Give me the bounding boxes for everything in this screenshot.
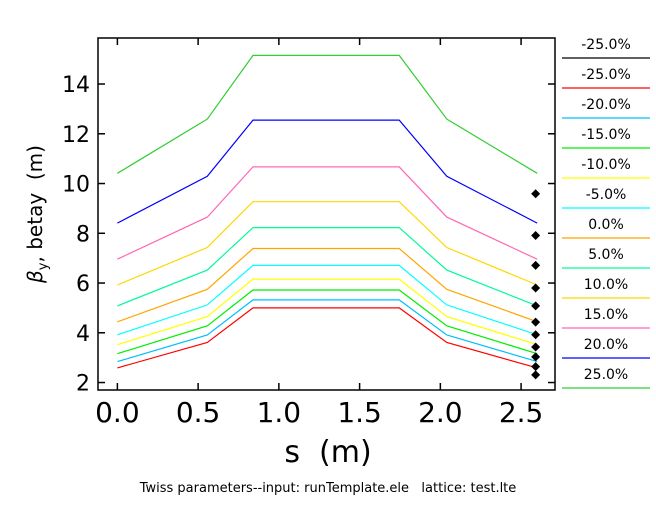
- legend-label: -5.0%: [586, 187, 627, 203]
- y-tick-label: 12: [62, 123, 90, 148]
- series-line: [117, 264, 538, 336]
- legend-label: -10.0%: [581, 157, 631, 173]
- legend-label: -25.0%: [581, 37, 631, 53]
- y-axis-label: βy, betay (m): [23, 145, 51, 284]
- x-tick-label: 2.0: [418, 396, 463, 429]
- x-tick-label: 2.5: [499, 396, 544, 429]
- series-line: [117, 201, 538, 286]
- y-axis-label-symbol: β: [23, 270, 47, 284]
- y-tick-label: 10: [62, 173, 90, 198]
- marker-diamond: [531, 370, 541, 380]
- legend-label: -25.0%: [581, 67, 631, 83]
- series-line: [117, 119, 538, 224]
- marker-diamond: [531, 317, 541, 327]
- legend-label: -20.0%: [581, 97, 631, 113]
- legend-label: -15.0%: [581, 127, 631, 143]
- marker-diamond: [531, 352, 541, 362]
- marker-diamond: [531, 231, 541, 241]
- marker-diamond: [531, 342, 541, 352]
- series-line: [117, 289, 538, 355]
- marker-diamond: [531, 301, 541, 311]
- footer-caption: Twiss parameters--input: runTemplate.ele…: [139, 481, 517, 496]
- legend-label: 15.0%: [584, 307, 628, 323]
- y-axis-label-sub: y: [36, 262, 51, 270]
- marker-diamond: [531, 283, 541, 293]
- series-line: [117, 227, 538, 307]
- legend-label: 20.0%: [584, 337, 628, 353]
- legend-label: 25.0%: [584, 367, 628, 383]
- marker-diamond: [531, 189, 541, 199]
- legend-label: 5.0%: [588, 247, 624, 263]
- series-line: [117, 278, 538, 346]
- series-line: [117, 307, 538, 369]
- series-lines: [117, 54, 538, 369]
- plot-frame: [97, 37, 556, 391]
- y-tick-label: 14: [62, 73, 90, 98]
- axis-ticks: 0.0 0.5 1.0 1.5 2.0 2.5 2 4 6 8 10 12 14: [62, 38, 555, 429]
- y-tick-label: 8: [76, 222, 90, 247]
- series-line: [117, 299, 538, 363]
- series-line: [117, 166, 538, 260]
- y-tick-label: 2: [76, 372, 90, 397]
- marker-diamond: [531, 362, 541, 372]
- y-tick-label: 6: [76, 272, 90, 297]
- y-axis-label-rest: , betay (m): [23, 145, 47, 262]
- series-line: [117, 54, 538, 174]
- markers: [531, 189, 541, 380]
- x-axis-label: s (m): [284, 435, 371, 470]
- x-tick-label: 1.0: [257, 396, 302, 429]
- marker-diamond: [531, 260, 541, 270]
- marker-diamond: [531, 330, 541, 340]
- legend-label: 10.0%: [584, 277, 628, 293]
- x-tick-label: 1.5: [337, 396, 382, 429]
- x-tick-label: 0.0: [95, 396, 140, 429]
- x-tick-label: 0.5: [176, 396, 221, 429]
- y-tick-label: 4: [76, 322, 90, 347]
- legend-label: 0.0%: [588, 217, 624, 233]
- series-line: [117, 247, 538, 323]
- legend: -25.0% -25.0% -20.0% -15.0% -10.0% -5.0% 0.0% 5…: [562, 37, 650, 389]
